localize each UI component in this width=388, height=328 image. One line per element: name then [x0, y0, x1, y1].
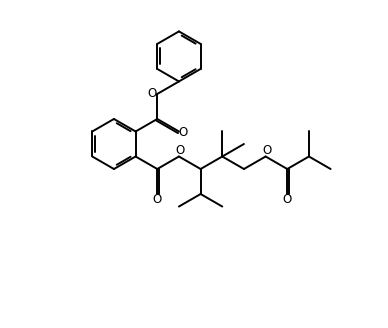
Text: O: O	[147, 88, 156, 100]
Text: O: O	[152, 193, 161, 206]
Text: O: O	[262, 145, 272, 157]
Text: O: O	[175, 145, 185, 157]
Text: O: O	[282, 193, 291, 206]
Text: O: O	[179, 126, 188, 139]
